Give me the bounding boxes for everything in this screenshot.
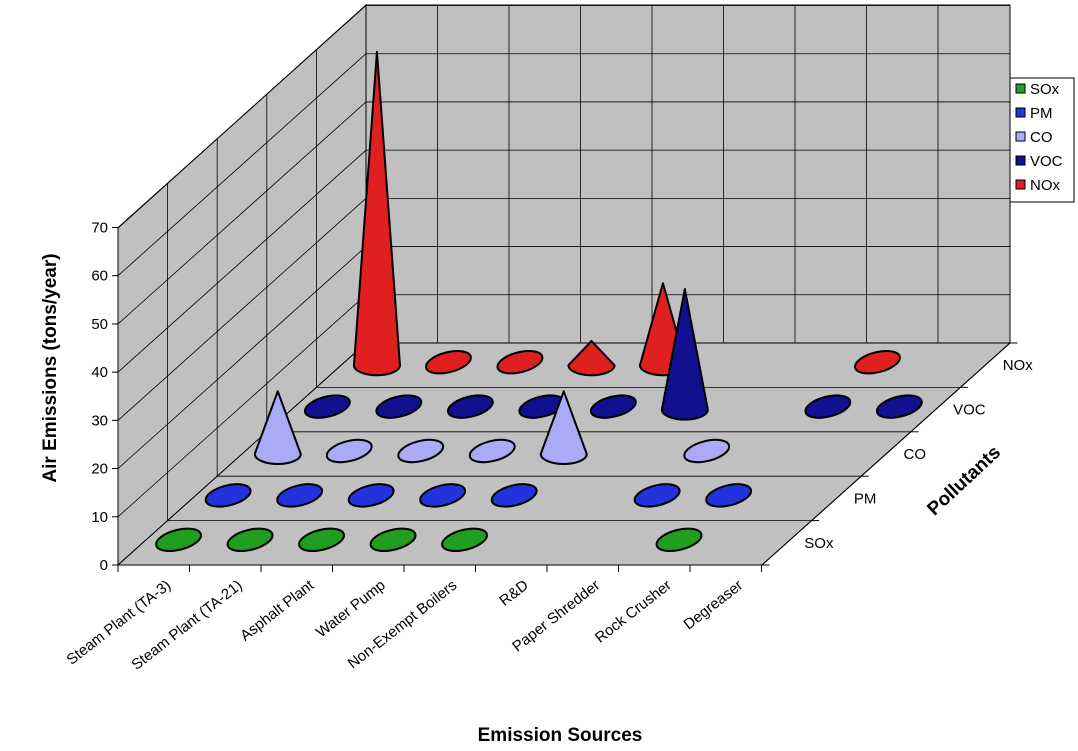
legend: SOx PM CO VOC NOx	[1009, 77, 1075, 203]
cone-pm	[347, 483, 395, 508]
legend-swatch	[1015, 131, 1026, 142]
cone-nox	[854, 350, 901, 375]
cone-pm	[490, 483, 538, 508]
cone-sox	[226, 527, 274, 552]
y-tick-label: 30	[91, 412, 108, 429]
grid-line	[117, 5, 367, 228]
z-axis-line	[761, 342, 1011, 566]
y-tick-label: 10	[91, 509, 108, 526]
cone-sox	[298, 527, 345, 552]
cone-voc	[446, 394, 494, 419]
z-axis-title: Pollutants	[924, 442, 1005, 520]
grid-line	[117, 294, 367, 518]
cone-nox	[496, 350, 544, 375]
legend-swatch	[1015, 155, 1026, 166]
y-tick-label: 70	[91, 220, 108, 237]
cone-sox	[155, 527, 202, 552]
z-tick-label: SOx	[804, 535, 834, 552]
x-axis-ticks: Steam Plant (TA-3)Steam Plant (TA-21)Asp…	[63, 565, 762, 674]
depth-lines	[167, 386, 960, 521]
cone-voc	[303, 394, 351, 419]
cone-co	[468, 438, 516, 464]
cone-voc	[804, 394, 852, 419]
grid-line	[117, 53, 367, 277]
cone-sox	[655, 527, 703, 552]
z-tick-label: PM	[854, 490, 877, 507]
cone-nox	[352, 50, 401, 377]
cone-voc	[875, 394, 923, 419]
legend-label: NOx	[1030, 177, 1061, 194]
cone-co	[539, 390, 588, 465]
cone-sox	[369, 527, 417, 552]
cone-co	[253, 390, 302, 465]
back-wall	[365, 4, 1011, 344]
cone-co	[397, 438, 445, 464]
z-tick-label: CO	[904, 446, 927, 463]
z-tick-label: NOx	[1003, 357, 1033, 374]
cone-nox	[567, 340, 616, 377]
y-tick-label: 20	[91, 461, 108, 478]
grid-lines	[117, 5, 1010, 521]
x-tick-label: Water Pump	[313, 577, 389, 641]
grid-line	[117, 149, 367, 373]
legend-swatch	[1015, 83, 1026, 94]
x-axis-title: Emission Sources	[478, 725, 643, 746]
legend-label: VOC	[1030, 153, 1063, 170]
y-tick-label: 40	[91, 364, 108, 381]
cone-voc	[375, 394, 423, 419]
cone-voc	[660, 288, 709, 421]
cone-co	[683, 438, 731, 464]
y-axis-title: Air Emissions (tons/year)	[40, 253, 61, 482]
cone-pm	[633, 483, 681, 508]
x-tick-label: Degreaser	[681, 577, 747, 634]
grid-line	[117, 246, 367, 469]
z-tick-label: VOC	[953, 402, 986, 419]
grid-line	[117, 101, 367, 325]
legend-label: SOx	[1030, 81, 1060, 98]
x-tick-label: Rock Crusher	[592, 577, 675, 647]
cone-sox	[441, 527, 488, 552]
legend-swatch	[1015, 107, 1026, 118]
cone-pm	[705, 483, 753, 508]
cone-co	[325, 438, 373, 464]
grid-line	[117, 198, 367, 421]
cone-voc	[589, 394, 637, 419]
cone-pm	[204, 483, 252, 508]
y-tick-label: 0	[100, 557, 108, 574]
x-tick-label: R&D	[496, 577, 532, 610]
y-tick-label: 50	[91, 316, 108, 333]
z-axis-ticks: SOx PM CO VOC NOx	[761, 342, 1033, 566]
legend-swatch	[1015, 179, 1026, 190]
cone-pm	[276, 483, 324, 508]
cone-nox	[425, 350, 472, 375]
x-tick-label: Asphalt Plant	[237, 576, 318, 644]
chart-marks	[155, 50, 923, 552]
legend-label: PM	[1030, 105, 1053, 122]
legend-label: CO	[1030, 129, 1053, 146]
y-axis-ticks: 0 10 20 30 40 50 60 70	[91, 220, 118, 574]
cone-pm	[419, 483, 467, 508]
y-tick-label: 60	[91, 268, 108, 285]
